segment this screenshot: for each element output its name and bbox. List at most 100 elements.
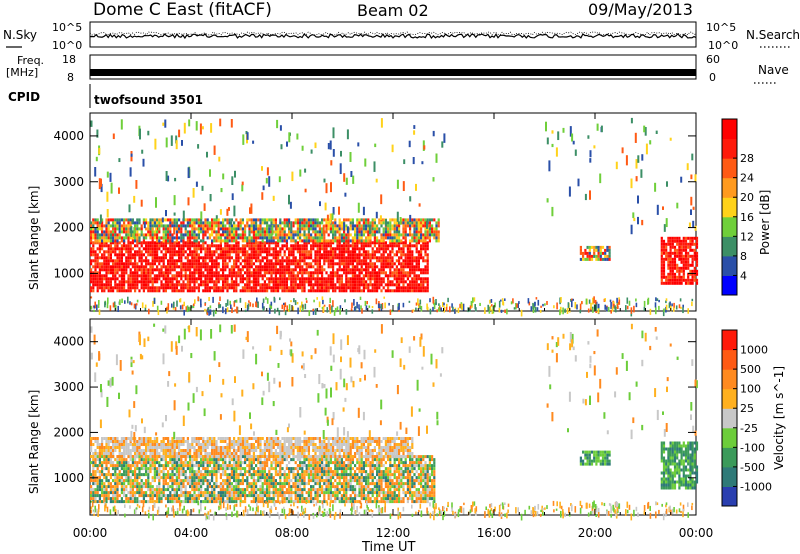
data-cell	[682, 266, 685, 270]
data-cell	[329, 262, 332, 266]
ground-scatter-cell	[283, 302, 285, 306]
ground-scatter-cell	[287, 309, 290, 312]
ground-scatter-cell	[520, 309, 523, 317]
data-cell	[338, 230, 341, 234]
data-cell	[360, 218, 363, 222]
data-cell	[230, 233, 233, 237]
data-cell	[116, 488, 119, 492]
ground-scatter-cell	[628, 300, 631, 306]
data-cell	[237, 271, 240, 275]
data-cell	[345, 289, 348, 293]
scatter-cell	[161, 217, 164, 223]
data-cell	[665, 278, 668, 282]
data-cell	[424, 280, 427, 284]
ground-scatter-cell	[153, 298, 156, 304]
data-cell	[162, 491, 165, 495]
data-cell	[186, 494, 189, 498]
data-cell	[206, 227, 209, 231]
data-cell	[338, 283, 341, 287]
data-cell	[299, 271, 302, 275]
data-cell	[338, 253, 341, 257]
data-cell	[409, 268, 412, 272]
data-cell	[103, 283, 106, 287]
data-cell	[318, 230, 321, 234]
data-cell	[255, 241, 258, 245]
data-cell	[579, 248, 582, 252]
scatter-cell	[175, 140, 178, 150]
ground-scatter-cell	[113, 301, 116, 308]
data-cell	[103, 467, 106, 471]
data-cell	[138, 259, 141, 263]
data-cell	[105, 464, 108, 468]
data-cell	[327, 253, 330, 257]
data-cell	[195, 253, 198, 257]
ground-scatter-cell	[662, 309, 665, 317]
scatter-cell	[418, 203, 421, 207]
scatter-cell	[100, 183, 103, 193]
data-cell	[228, 250, 231, 254]
data-cell	[669, 236, 672, 240]
data-cell	[310, 277, 313, 281]
data-cell	[395, 233, 398, 237]
data-cell	[290, 277, 293, 281]
data-cell	[305, 277, 308, 281]
data-cell	[285, 280, 288, 284]
data-cell	[136, 488, 139, 492]
data-cell	[676, 275, 679, 279]
data-cell	[272, 268, 275, 272]
data-cell	[169, 494, 172, 498]
data-cell	[266, 221, 269, 225]
data-cell	[237, 256, 240, 260]
data-cell	[680, 275, 683, 279]
data-cell	[294, 277, 297, 281]
ground-scatter-cell	[682, 304, 684, 308]
data-cell	[351, 262, 354, 266]
data-cell	[382, 280, 385, 284]
data-cell	[380, 253, 383, 257]
data-cell	[283, 236, 286, 240]
data-cell	[101, 455, 104, 459]
data-cell	[277, 239, 280, 243]
data-cell	[178, 230, 181, 234]
data-cell	[109, 461, 112, 465]
data-cell	[213, 259, 216, 263]
data-cell	[149, 286, 152, 290]
data-cell	[92, 265, 95, 269]
data-cell	[257, 280, 260, 284]
data-cell	[360, 259, 363, 263]
data-cell	[687, 281, 690, 285]
data-cell	[669, 269, 672, 273]
data-cell	[380, 259, 383, 263]
data-cell	[305, 247, 308, 251]
ground-scatter-cell	[380, 304, 383, 309]
data-cell	[285, 256, 288, 260]
data-cell	[358, 277, 361, 281]
data-cell	[395, 230, 398, 234]
data-cell	[369, 259, 372, 263]
data-cell	[274, 274, 277, 278]
data-cell	[160, 488, 163, 492]
data-cell	[312, 227, 315, 231]
data-cell	[671, 245, 674, 249]
data-cell	[193, 227, 196, 231]
ground-scatter-cell	[179, 305, 182, 310]
ground-scatter-cell	[564, 308, 566, 313]
data-cell	[389, 259, 392, 263]
scatter-cell	[630, 117, 633, 124]
data-cell	[662, 239, 666, 243]
data-cell	[279, 239, 282, 243]
data-cell	[169, 253, 172, 257]
data-cell	[158, 244, 161, 248]
data-cell	[362, 239, 365, 243]
data-cell	[321, 221, 324, 225]
scatter-cell	[426, 220, 428, 229]
data-cell	[292, 230, 295, 234]
data-cell	[90, 236, 93, 240]
data-cell	[660, 269, 663, 273]
data-cell	[316, 221, 319, 225]
data-cell	[406, 224, 409, 228]
ground-scatter-cell	[152, 300, 154, 307]
data-cell	[384, 259, 387, 263]
data-cell	[345, 283, 348, 287]
data-cell	[136, 286, 139, 290]
